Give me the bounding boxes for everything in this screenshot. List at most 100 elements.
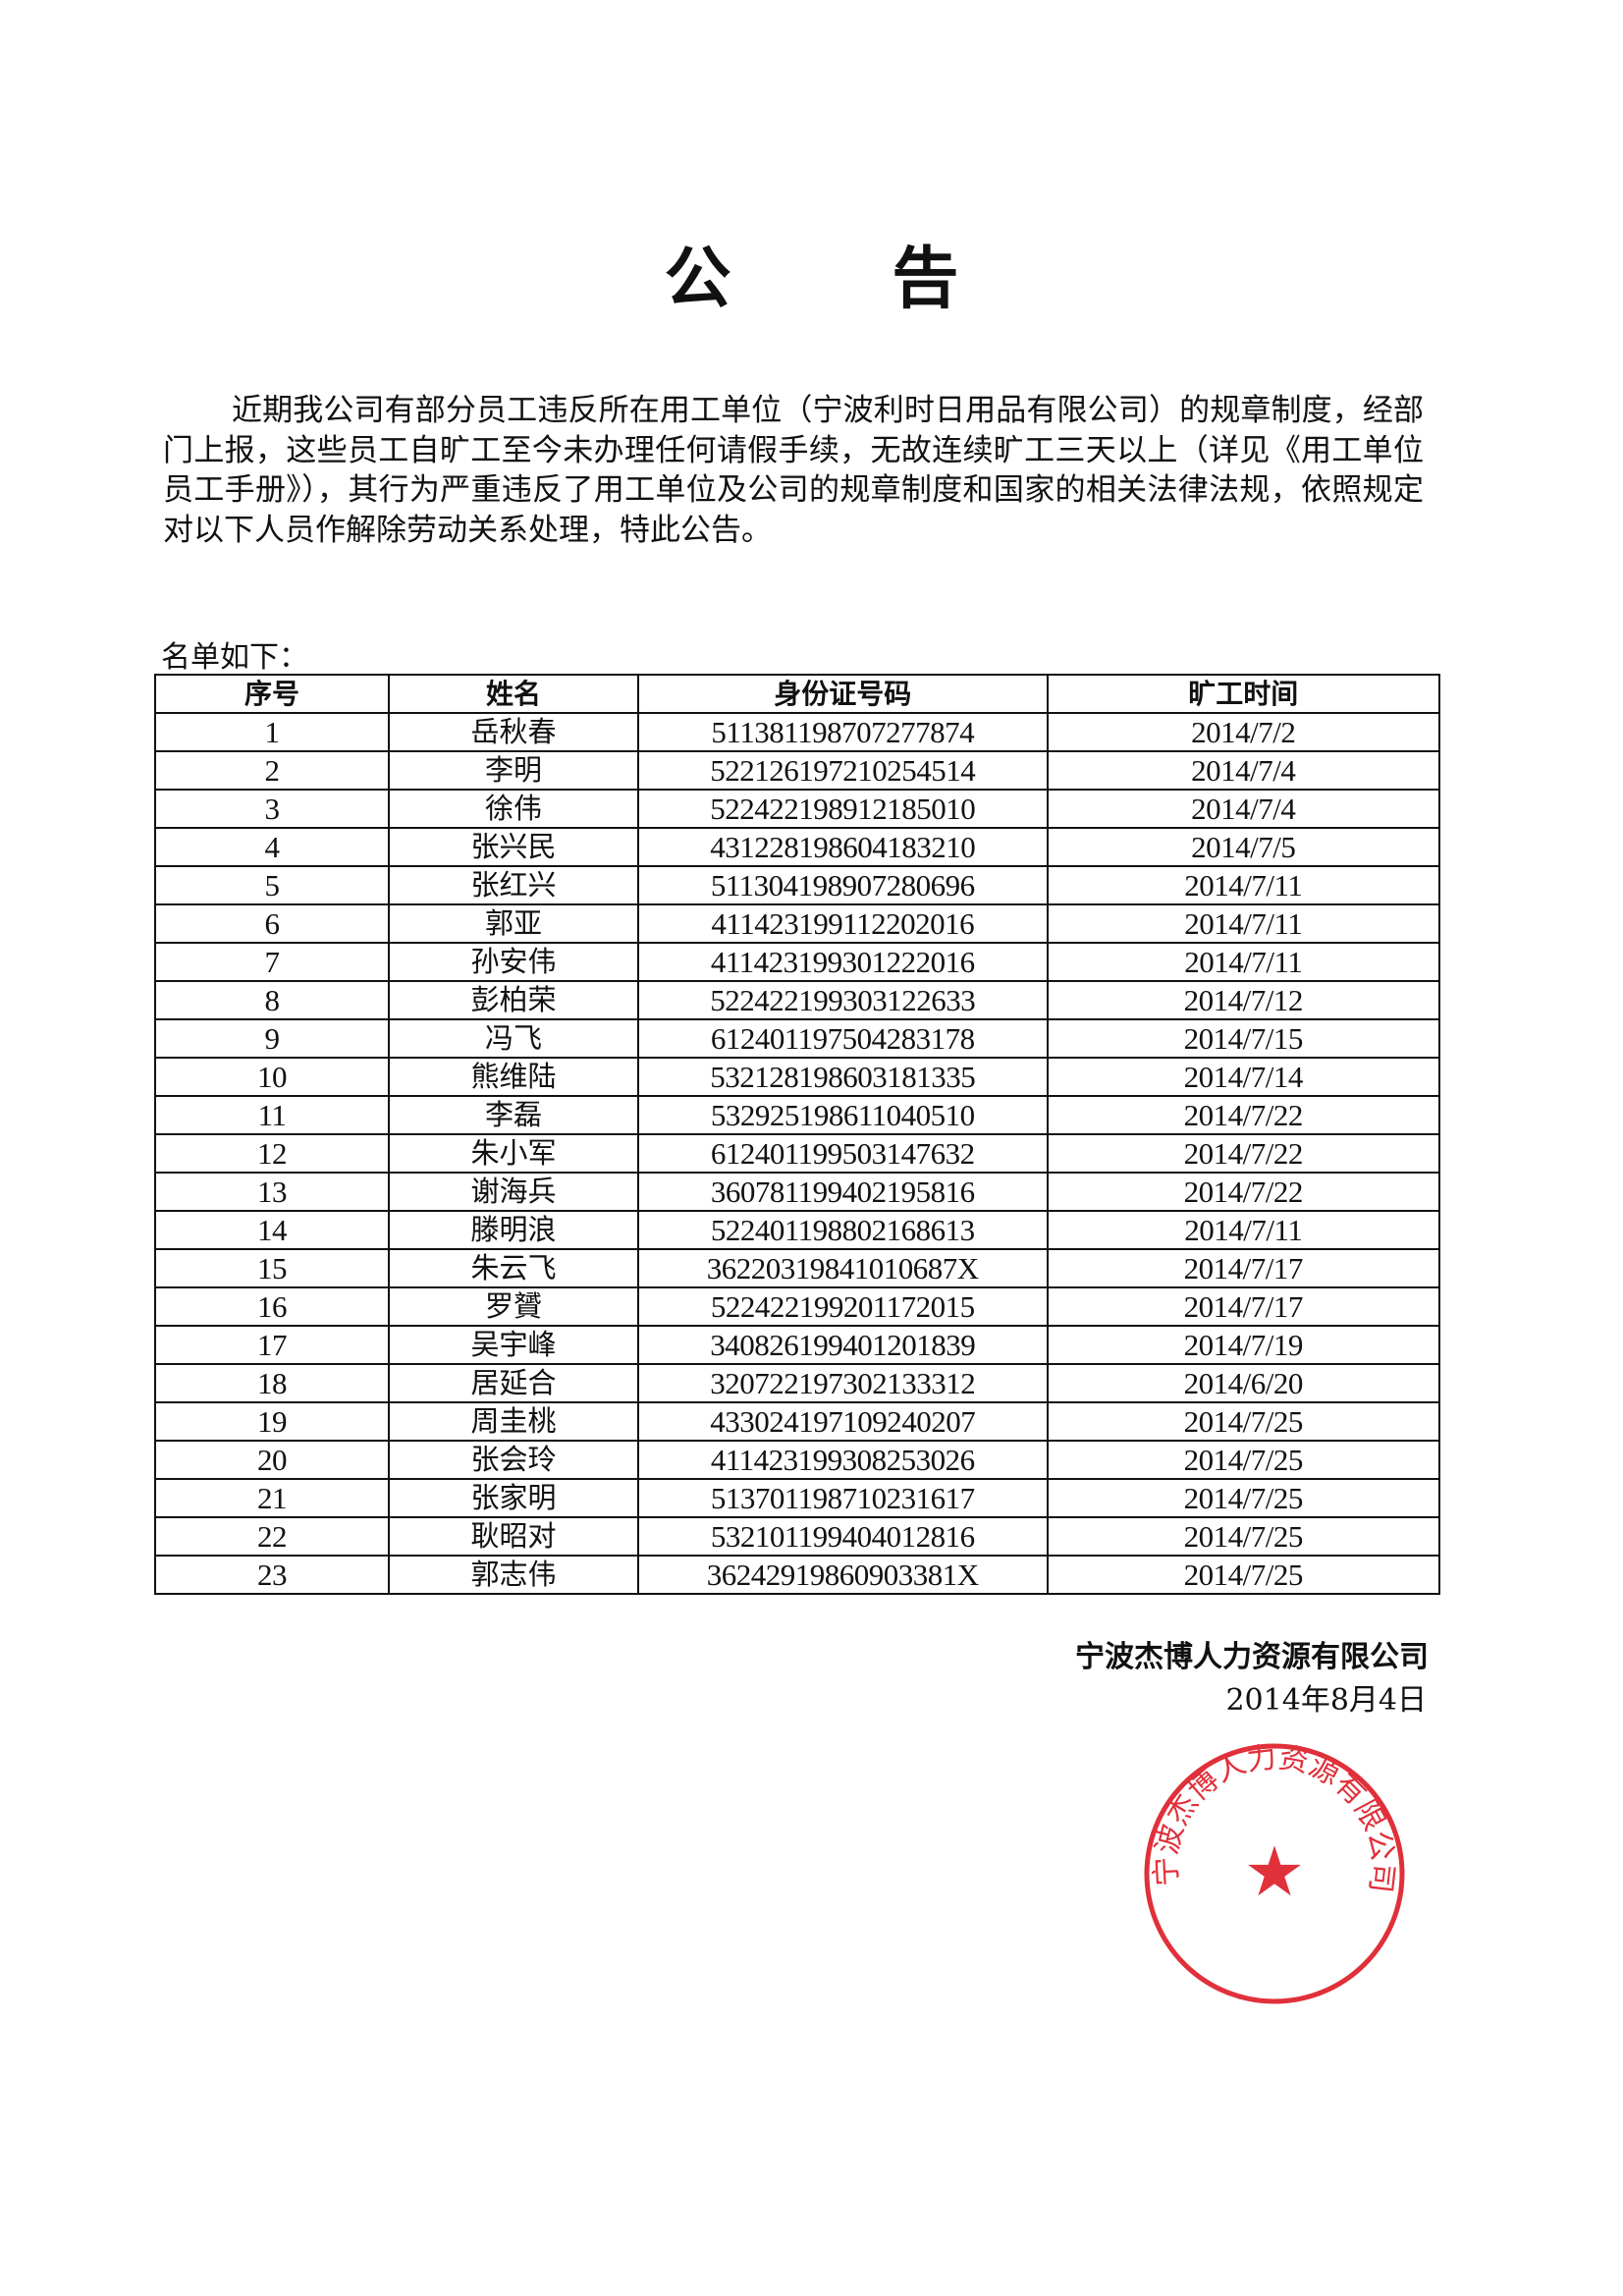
- row-absence-date: 2014/7/5: [1046, 827, 1441, 867]
- row-index: 8: [153, 980, 391, 1020]
- table-row: 17 吴宇峰 340826199401201839 2014/7/19: [153, 1325, 1441, 1365]
- table-row: 13 谢海兵 360781199402195816 2014/7/22: [153, 1172, 1441, 1212]
- table-row: 5 张红兴 511304198907280696 2014/7/11: [153, 865, 1441, 905]
- row-id-number: 522422198912185010: [636, 789, 1049, 829]
- row-name: 吴宇峰: [388, 1325, 639, 1365]
- table-row: 3 徐伟 522422198912185010 2014/7/4: [153, 789, 1441, 829]
- row-index: 18: [153, 1363, 391, 1403]
- row-absence-date: 2014/7/4: [1046, 750, 1441, 791]
- row-index: 7: [153, 942, 391, 982]
- row-id-number: 532128198603181335: [636, 1057, 1049, 1097]
- row-absence-date: 2014/7/15: [1046, 1018, 1441, 1059]
- row-id-number: 522422199303122633: [636, 980, 1049, 1020]
- row-absence-date: 2014/7/25: [1046, 1440, 1441, 1480]
- table-row: 6 郭亚 411423199112202016 2014/7/11: [153, 903, 1441, 944]
- row-index: 1: [153, 712, 391, 752]
- table-row: 21 张家明 513701198710231617 2014/7/25: [153, 1478, 1441, 1518]
- row-absence-date: 2014/7/19: [1046, 1325, 1441, 1365]
- row-index: 3: [153, 789, 391, 829]
- row-name: 李明: [388, 750, 639, 791]
- row-index: 22: [153, 1516, 391, 1557]
- row-index: 19: [153, 1401, 391, 1442]
- row-name: 李磊: [388, 1095, 639, 1135]
- header-absence-date: 旷工时间: [1046, 674, 1441, 714]
- row-index: 10: [153, 1057, 391, 1097]
- row-id-number: 411423199308253026: [636, 1440, 1049, 1480]
- row-absence-date: 2014/7/11: [1046, 903, 1441, 944]
- row-name: 岳秋春: [388, 712, 639, 752]
- row-index: 12: [153, 1133, 391, 1174]
- header-index: 序号: [153, 674, 391, 714]
- row-id-number: 513701198710231617: [636, 1478, 1049, 1518]
- row-name: 居延合: [388, 1363, 639, 1403]
- row-index: 9: [153, 1018, 391, 1059]
- seal-ring: [1144, 1743, 1405, 2004]
- row-id-number: 411423199112202016: [636, 903, 1049, 944]
- header-id-number: 身份证号码: [636, 674, 1049, 714]
- row-name: 徐伟: [388, 789, 639, 829]
- company-signature: 宁波杰博人力资源有限公司: [1075, 1640, 1429, 1674]
- notice-date: 2014年8月4日: [1225, 1683, 1427, 1718]
- row-index: 11: [153, 1095, 391, 1135]
- row-index: 20: [153, 1440, 391, 1480]
- row-id-number: 411423199301222016: [636, 942, 1049, 982]
- row-index: 13: [153, 1172, 391, 1212]
- row-absence-date: 2014/7/4: [1046, 789, 1441, 829]
- row-id-number: 511381198707277874: [636, 712, 1049, 752]
- table-row: 10 熊维陆 532128198603181335 2014/7/14: [153, 1057, 1441, 1097]
- row-index: 14: [153, 1210, 391, 1250]
- table-row: 23 郭志伟 36242919860903381X 2014/7/25: [153, 1555, 1441, 1595]
- row-index: 4: [153, 827, 391, 867]
- table-row: 18 居延合 320722197302133312 2014/6/20: [153, 1363, 1441, 1403]
- table-row: 1 岳秋春 511381198707277874 2014/7/2: [153, 712, 1441, 752]
- table-row: 4 张兴民 431228198604183210 2014/7/5: [153, 827, 1441, 867]
- row-id-number: 433024197109240207: [636, 1401, 1049, 1442]
- row-id-number: 522401198802168613: [636, 1210, 1049, 1250]
- row-name: 罗贇: [388, 1286, 639, 1327]
- table-row: 19 周圭桃 433024197109240207 2014/7/25: [153, 1401, 1441, 1442]
- row-name: 张红兴: [388, 865, 639, 905]
- row-name: 张会玲: [388, 1440, 639, 1480]
- notice-body: 近期我公司有部分员工违反所在用工单位（宁波利时日用品有限公司）的规章制度，经部门…: [163, 393, 1424, 548]
- dismissal-table: 序号 姓名 身份证号码 旷工时间 1 岳秋春 511381198707277874 2…: [153, 674, 1441, 1595]
- row-absence-date: 2014/7/17: [1046, 1248, 1441, 1288]
- row-index: 16: [153, 1286, 391, 1327]
- row-absence-date: 2014/7/22: [1046, 1095, 1441, 1135]
- row-name: 郭亚: [388, 903, 639, 944]
- row-index: 6: [153, 903, 391, 944]
- row-name: 周圭桃: [388, 1401, 639, 1442]
- row-absence-date: 2014/7/22: [1046, 1172, 1441, 1212]
- row-absence-date: 2014/7/25: [1046, 1516, 1441, 1557]
- row-id-number: 532925198611040510: [636, 1095, 1049, 1135]
- row-name: 张家明: [388, 1478, 639, 1518]
- row-absence-date: 2014/7/12: [1046, 980, 1441, 1020]
- row-name: 耿昭对: [388, 1516, 639, 1557]
- table-row: 2 李明 522126197210254514 2014/7/4: [153, 750, 1441, 791]
- row-name: 熊维陆: [388, 1057, 639, 1097]
- row-name: 滕明浪: [388, 1210, 639, 1250]
- row-absence-date: 2014/7/11: [1046, 942, 1441, 982]
- table-row: 11 李磊 532925198611040510 2014/7/22: [153, 1095, 1441, 1135]
- row-id-number: 532101199404012816: [636, 1516, 1049, 1557]
- row-name: 朱云飞: [388, 1248, 639, 1288]
- row-absence-date: 2014/7/25: [1046, 1478, 1441, 1518]
- row-id-number: 511304198907280696: [636, 865, 1049, 905]
- table-row: 20 张会玲 411423199308253026 2014/7/25: [153, 1440, 1441, 1480]
- row-index: 23: [153, 1555, 391, 1595]
- row-absence-date: 2014/7/14: [1046, 1057, 1441, 1097]
- row-name: 彭柏荣: [388, 980, 639, 1020]
- row-absence-date: 2014/7/11: [1046, 1210, 1441, 1250]
- page-title: 公 告: [664, 241, 1028, 318]
- row-name: 冯飞: [388, 1018, 639, 1059]
- row-absence-date: 2014/7/25: [1046, 1555, 1441, 1595]
- table-row: 7 孙安伟 411423199301222016 2014/7/11: [153, 942, 1441, 982]
- table-row: 8 彭柏荣 522422199303122633 2014/7/12: [153, 980, 1441, 1020]
- row-absence-date: 2014/7/22: [1046, 1133, 1441, 1174]
- row-id-number: 522422199201172015: [636, 1286, 1049, 1327]
- table-row: 12 朱小军 612401199503147632 2014/7/22: [153, 1133, 1441, 1174]
- row-id-number: 320722197302133312: [636, 1363, 1049, 1403]
- row-absence-date: 2014/7/25: [1046, 1401, 1441, 1442]
- row-name: 谢海兵: [388, 1172, 639, 1212]
- list-label: 名单如下：: [161, 640, 308, 675]
- row-id-number: 360781199402195816: [636, 1172, 1049, 1212]
